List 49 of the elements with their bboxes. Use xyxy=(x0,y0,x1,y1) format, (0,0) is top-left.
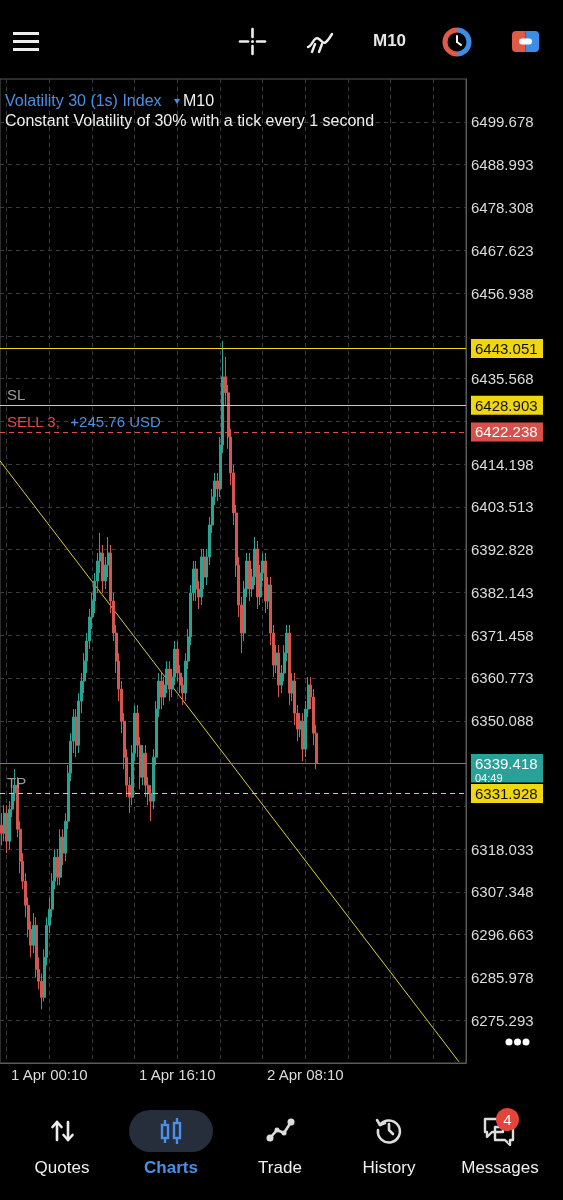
y-tick-label: 6499.678 xyxy=(471,113,534,131)
text: Quotes xyxy=(34,1158,90,1177)
y-tick-label: 6350.088 xyxy=(471,712,534,730)
y-tick-label: 6403.513 xyxy=(471,498,534,516)
y-tick-label: 6488.993 xyxy=(471,156,534,174)
text: Trade xyxy=(258,1158,302,1177)
candlestick xyxy=(0,812,3,846)
annotation: 6339.418 xyxy=(475,754,538,772)
y-tick-label: 6275.293 xyxy=(471,1011,534,1029)
text: M10 xyxy=(373,31,407,50)
y-tick-label: 6382.143 xyxy=(471,583,534,601)
y-tick-label: 6296.663 xyxy=(471,926,534,944)
y-tick-label: 6478.308 xyxy=(471,198,534,216)
y-tick-label: 6307.348 xyxy=(471,883,534,901)
candlestick xyxy=(160,672,163,710)
ref-line-label: SELL 3, +245.76 USD xyxy=(7,412,162,430)
y-tick-label: 6371.458 xyxy=(471,626,534,644)
candlestick xyxy=(264,552,267,614)
y-tick-label: 6360.773 xyxy=(471,669,534,687)
text: Volatility 30 (1s) Index xyxy=(5,92,162,109)
ref-line-label: SL xyxy=(7,386,26,404)
y-tick-label: 6392.828 xyxy=(471,541,534,559)
y-tick-label: 6456.938 xyxy=(471,284,534,302)
candlestick xyxy=(216,472,219,502)
candlestick xyxy=(256,540,259,610)
candlestick xyxy=(248,552,251,602)
text: History xyxy=(362,1158,416,1177)
annotation: 6331.928 xyxy=(475,784,538,802)
x-tick-label: 1 Apr 00:10 xyxy=(10,1066,88,1083)
candlestick xyxy=(56,848,59,886)
candlestick xyxy=(168,660,171,702)
candlestick xyxy=(32,912,35,954)
text: 04:49 xyxy=(475,771,503,784)
candlestick xyxy=(288,624,291,706)
annotation: M10 xyxy=(183,92,215,109)
candlestick xyxy=(200,548,203,606)
x-tick-label: 2 Apr 08:10 xyxy=(266,1066,344,1083)
annotation: 6443.051 xyxy=(475,340,538,358)
y-tick-label: 6467.623 xyxy=(471,241,534,259)
x-tick-label: 1 Apr 16:10 xyxy=(138,1066,216,1083)
annotation: 6422.238 xyxy=(475,423,538,441)
y-tick-label: 6318.033 xyxy=(471,840,534,858)
text: Charts xyxy=(144,1158,198,1177)
text: Messages xyxy=(461,1158,539,1177)
annotation: 6428.903 xyxy=(475,396,538,414)
y-tick-label: 6285.978 xyxy=(471,968,534,986)
y-tick-label: 6435.568 xyxy=(471,370,534,388)
y-tick-label: 6414.198 xyxy=(471,455,534,473)
text: Constant Volatility of 30% with a tick every 1 second xyxy=(5,112,375,129)
